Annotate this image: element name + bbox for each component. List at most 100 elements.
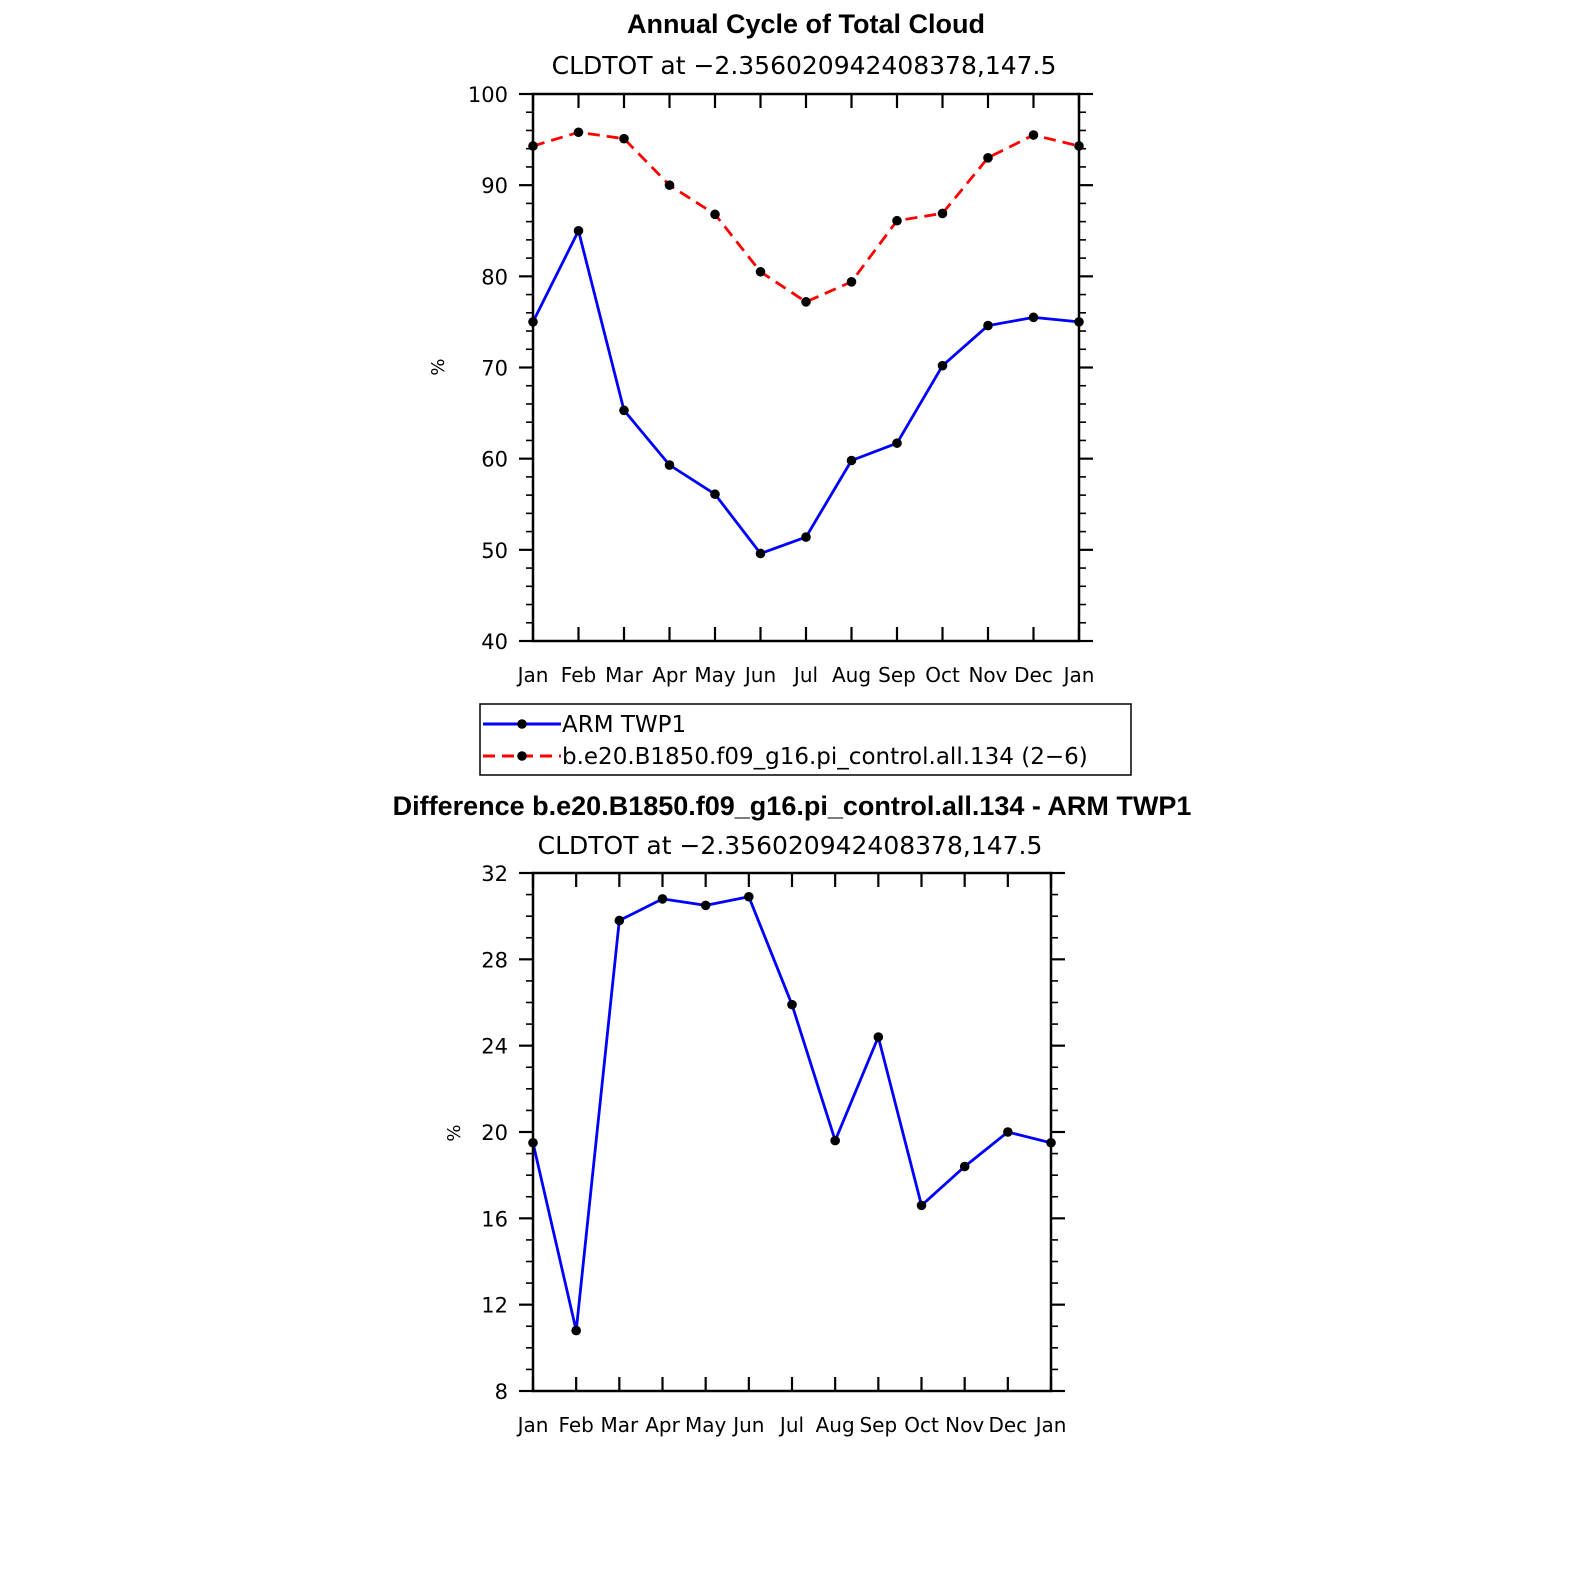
y-tick-label: 70 [481, 357, 508, 381]
data-point-0-7 [830, 1135, 840, 1146]
data-point-0-9 [916, 1200, 927, 1211]
y-tick-label: 60 [481, 448, 508, 472]
y-axis-label: % [444, 1124, 465, 1141]
data-point-1-10 [983, 153, 993, 163]
x-tick-label: Jan [516, 1413, 549, 1437]
annual-cycle-chart: Annual Cycle of Total Cloud CLDTOT at −2… [428, 9, 1132, 776]
chart-title: Difference b.e20.B1850.f09_g16.pi_contro… [393, 791, 1192, 821]
axis-ticks [519, 92, 1093, 643]
data-point-0-6 [787, 999, 797, 1010]
data-point-0-8 [892, 438, 902, 448]
data-point-1-9 [937, 208, 948, 219]
x-tick-label: Sep [878, 663, 916, 687]
y-tick-label: 32 [481, 862, 508, 886]
x-tick-label: Dec [988, 1413, 1027, 1437]
data-point-1-2 [619, 133, 629, 144]
legend: ARM TWP1 b.e20.B1850.f09_g16.pi_control.… [479, 703, 1132, 776]
legend-label-model: b.e20.B1850.f09_g16.pi_control.all.134 (… [562, 744, 1088, 770]
x-tick-label: Nov [945, 1413, 984, 1437]
data-point-0-2 [614, 915, 625, 926]
x-tick-label: Nov [968, 663, 1007, 687]
x-tick-label: Feb [558, 1413, 593, 1437]
data-point-0-10 [959, 1161, 970, 1172]
y-tick-label: 20 [481, 1121, 508, 1145]
data-point-0-10 [983, 320, 993, 331]
data-point-1-3 [664, 180, 675, 190]
data-point-0-3 [657, 894, 668, 904]
x-tick-label: May [694, 663, 736, 687]
data-point-1-6 [801, 297, 811, 307]
plot-frame [531, 871, 1053, 1393]
chart-subtitle: CLDTOT at −2.356020942408378,147.5 [538, 831, 1043, 860]
x-tick-label: May [685, 1413, 727, 1437]
series-line-1 [532, 130, 1080, 304]
y-tick-label: 12 [481, 1294, 508, 1318]
x-tick-label: Mar [605, 663, 644, 687]
data-point-0-4 [710, 489, 720, 500]
y-axis-label: % [428, 358, 449, 375]
data-point-1-8 [892, 215, 902, 226]
data-point-0-3 [664, 460, 675, 470]
x-tick-label: Jul [792, 663, 818, 687]
y-tick-label: 40 [481, 630, 508, 654]
x-tick-label: Oct [925, 663, 960, 687]
y-tick-label: 100 [468, 83, 508, 107]
series-group [528, 891, 1056, 1336]
data-point-0-4 [700, 900, 711, 911]
series-line-0 [531, 229, 1080, 555]
x-tick-label: Jan [1034, 1413, 1067, 1437]
data-point-1-5 [755, 266, 766, 277]
y-tick-label: 8 [495, 1380, 508, 1404]
x-tick-label: Feb [561, 663, 596, 687]
data-point-0-1 [571, 1325, 581, 1336]
x-tick-label: Jun [743, 663, 776, 687]
data-point-0-7 [846, 455, 857, 466]
y-tick-label: 50 [481, 539, 508, 563]
data-point-0-5 [744, 891, 754, 902]
x-tick-labels: Jan Feb Mar Apr May Jun Jul Aug Sep Oct Nov Dec Jan [516, 663, 1095, 687]
x-tick-label: Jan [516, 663, 549, 687]
data-point-0-9 [937, 360, 948, 371]
x-tick-label: Jan [1062, 663, 1095, 687]
plot-frame [531, 92, 1081, 643]
data-point-0-1 [573, 225, 584, 236]
data-point-0-2 [619, 405, 629, 416]
x-tick-label: Jul [778, 1413, 804, 1437]
chart-title: Annual Cycle of Total Cloud [627, 9, 985, 39]
y-tick-label: 24 [481, 1035, 508, 1059]
y-tick-label: 28 [481, 948, 508, 972]
data-point-1-7 [846, 277, 857, 287]
x-tick-label: Dec [1014, 663, 1053, 687]
data-point-1-11 [1028, 130, 1039, 140]
x-tick-label: Aug [816, 1413, 855, 1437]
data-point-0-11 [1028, 312, 1039, 323]
data-point-0-5 [755, 548, 766, 559]
axis-ticks [519, 871, 1065, 1393]
x-tick-label: Oct [904, 1413, 939, 1437]
chart-subtitle: CLDTOT at −2.356020942408378,147.5 [552, 51, 1057, 80]
series-line-0 [531, 895, 1052, 1332]
legend-marker-model [517, 751, 527, 761]
data-point-0-8 [873, 1032, 884, 1042]
y-tick-label: 16 [481, 1207, 508, 1231]
difference-chart: Difference b.e20.B1850.f09_g16.pi_contro… [393, 791, 1192, 1437]
data-point-0-11 [1003, 1127, 1013, 1137]
y-tick-label: 80 [481, 265, 508, 289]
x-tick-label: Sep [859, 1413, 897, 1437]
data-point-1-4 [710, 209, 720, 220]
x-tick-label: Jun [731, 1413, 764, 1437]
x-tick-label: Mar [600, 1413, 639, 1437]
y-tick-label: 90 [481, 174, 508, 198]
legend-label-arm-twp1: ARM TWP1 [562, 712, 686, 738]
y-tick-labels: 8 12 16 20 24 28 32 [481, 862, 508, 1404]
legend-marker-arm-twp1 [517, 719, 527, 729]
data-point-1-1 [573, 127, 584, 138]
legend-box [479, 703, 1132, 776]
series-group [528, 127, 1084, 559]
x-tick-labels: Jan Feb Mar Apr May Jun Jul Aug Sep Oct Nov Dec Jan [516, 1413, 1067, 1437]
x-tick-label: Apr [652, 663, 687, 687]
y-tick-labels: 40 50 60 70 80 90 100 [468, 83, 508, 654]
x-tick-label: Apr [645, 1413, 680, 1437]
data-point-0-6 [801, 532, 811, 542]
